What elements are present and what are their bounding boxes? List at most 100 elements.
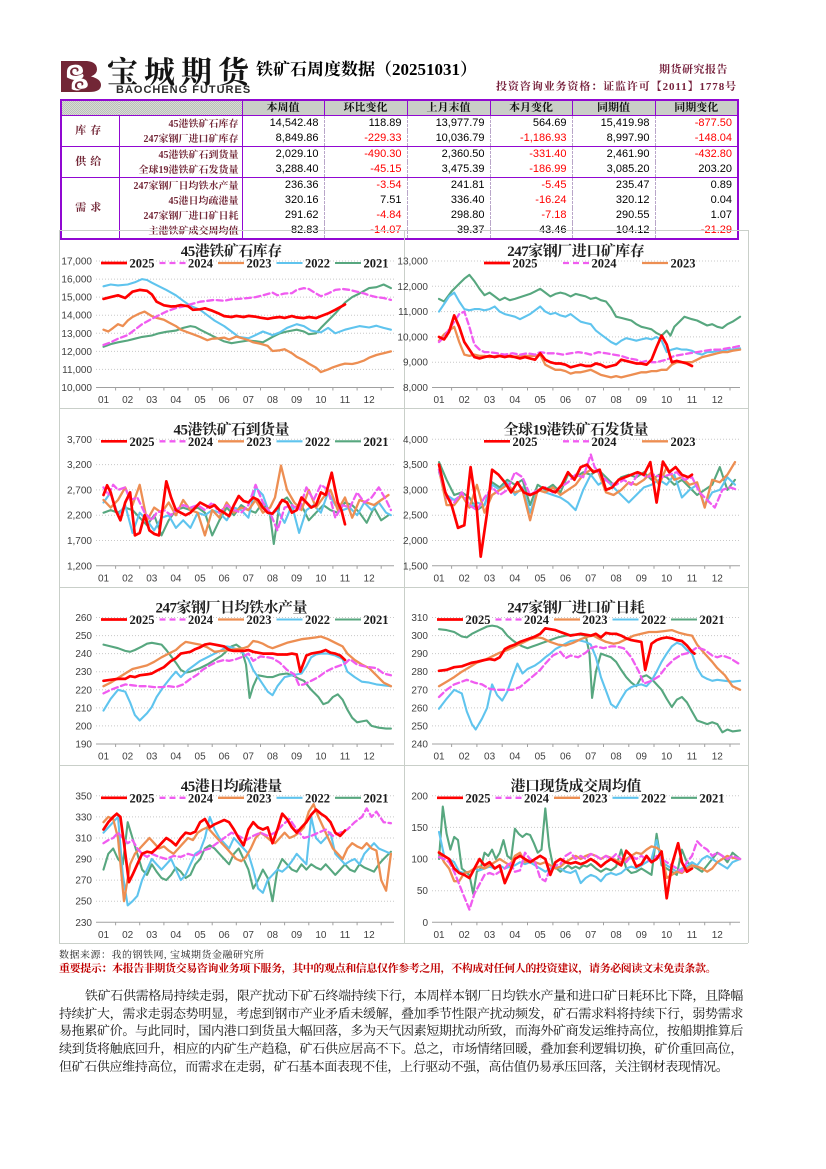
svg-text:2022: 2022	[305, 257, 330, 271]
svg-text:01: 01	[98, 573, 110, 584]
svg-text:2023: 2023	[671, 257, 696, 271]
svg-text:04: 04	[509, 752, 521, 763]
svg-text:200: 200	[411, 791, 428, 802]
svg-text:260: 260	[75, 613, 92, 624]
svg-text:14,000: 14,000	[61, 311, 92, 322]
svg-text:02: 02	[459, 930, 471, 941]
svg-text:45港日均疏港量: 45港日均疏港量	[181, 775, 283, 796]
svg-text:11: 11	[687, 395, 698, 406]
svg-text:04: 04	[170, 395, 182, 406]
svg-text:2023: 2023	[247, 791, 272, 805]
svg-text:250: 250	[75, 897, 92, 908]
svg-text:2024: 2024	[188, 791, 214, 805]
svg-text:2023: 2023	[583, 613, 608, 627]
svg-text:270: 270	[75, 876, 92, 887]
svg-text:05: 05	[195, 395, 207, 406]
svg-text:2021: 2021	[700, 613, 725, 627]
svg-text:240: 240	[75, 649, 92, 660]
svg-text:03: 03	[484, 573, 496, 584]
svg-text:12: 12	[712, 752, 724, 763]
svg-text:10,000: 10,000	[397, 332, 428, 343]
svg-text:05: 05	[535, 573, 547, 584]
svg-text:09: 09	[291, 573, 303, 584]
svg-text:全球19港铁矿石发货量: 全球19港铁矿石发货量	[504, 418, 649, 439]
svg-text:16,000: 16,000	[61, 275, 92, 286]
svg-text:3,200: 3,200	[67, 460, 92, 471]
svg-text:01: 01	[433, 573, 445, 584]
svg-text:9,000: 9,000	[403, 358, 428, 369]
svg-text:2,500: 2,500	[403, 511, 428, 522]
svg-text:12: 12	[364, 752, 376, 763]
svg-text:06: 06	[560, 930, 572, 941]
svg-text:290: 290	[75, 855, 92, 866]
svg-text:08: 08	[611, 573, 623, 584]
svg-text:2023: 2023	[247, 613, 272, 627]
svg-text:45港铁矿石库存: 45港铁矿石库存	[181, 240, 283, 261]
svg-text:2023: 2023	[671, 435, 696, 449]
svg-text:247家钢厂进口矿日耗: 247家钢厂进口矿日耗	[507, 597, 645, 618]
svg-text:11,000: 11,000	[62, 365, 92, 376]
svg-text:190: 190	[75, 740, 92, 751]
svg-text:2024: 2024	[188, 613, 214, 627]
svg-text:01: 01	[98, 752, 110, 763]
svg-text:07: 07	[243, 752, 255, 763]
svg-text:1,200: 1,200	[67, 561, 92, 572]
svg-text:04: 04	[509, 930, 521, 941]
svg-text:260: 260	[411, 703, 428, 714]
svg-text:08: 08	[267, 395, 279, 406]
svg-text:02: 02	[459, 573, 471, 584]
svg-text:4,000: 4,000	[403, 435, 428, 446]
svg-text:250: 250	[75, 631, 92, 642]
svg-text:03: 03	[484, 930, 496, 941]
svg-text:2024: 2024	[592, 257, 618, 271]
svg-text:06: 06	[219, 573, 231, 584]
svg-text:12: 12	[364, 930, 376, 941]
svg-text:11: 11	[340, 573, 351, 584]
svg-text:03: 03	[146, 395, 158, 406]
svg-text:06: 06	[560, 752, 572, 763]
svg-text:02: 02	[122, 573, 134, 584]
svg-text:04: 04	[170, 930, 182, 941]
svg-text:10: 10	[661, 573, 673, 584]
svg-text:280: 280	[411, 667, 428, 678]
svg-text:250: 250	[411, 721, 428, 732]
svg-text:07: 07	[585, 573, 597, 584]
svg-text:17,000: 17,000	[61, 257, 92, 268]
svg-text:10: 10	[661, 930, 673, 941]
svg-text:08: 08	[611, 752, 623, 763]
svg-text:2024: 2024	[188, 257, 214, 271]
svg-text:2025: 2025	[130, 257, 155, 271]
svg-text:06: 06	[560, 573, 572, 584]
svg-text:15,000: 15,000	[61, 293, 92, 304]
svg-text:2025: 2025	[130, 791, 155, 805]
svg-text:200: 200	[75, 721, 92, 732]
svg-text:08: 08	[611, 395, 623, 406]
svg-text:09: 09	[636, 573, 648, 584]
svg-text:1,500: 1,500	[403, 561, 428, 572]
svg-text:2025: 2025	[513, 257, 538, 271]
svg-text:05: 05	[535, 930, 547, 941]
svg-text:12: 12	[364, 395, 376, 406]
svg-text:310: 310	[411, 613, 428, 624]
svg-text:2025: 2025	[130, 613, 155, 627]
svg-text:05: 05	[535, 395, 547, 406]
svg-text:2025: 2025	[513, 435, 538, 449]
svg-text:2022: 2022	[305, 613, 330, 627]
svg-text:2025: 2025	[466, 791, 491, 805]
svg-text:300: 300	[411, 631, 428, 642]
svg-text:01: 01	[433, 395, 445, 406]
svg-text:05: 05	[535, 752, 547, 763]
svg-text:11: 11	[687, 930, 698, 941]
svg-text:02: 02	[459, 395, 471, 406]
svg-text:03: 03	[146, 930, 158, 941]
svg-text:220: 220	[75, 685, 92, 696]
svg-text:05: 05	[195, 573, 207, 584]
svg-text:290: 290	[411, 649, 428, 660]
svg-text:1,700: 1,700	[67, 536, 92, 547]
svg-text:01: 01	[433, 930, 445, 941]
svg-text:02: 02	[122, 930, 134, 941]
svg-text:10: 10	[315, 752, 327, 763]
svg-text:02: 02	[122, 752, 134, 763]
svg-text:330: 330	[75, 812, 92, 823]
svg-text:02: 02	[122, 395, 134, 406]
